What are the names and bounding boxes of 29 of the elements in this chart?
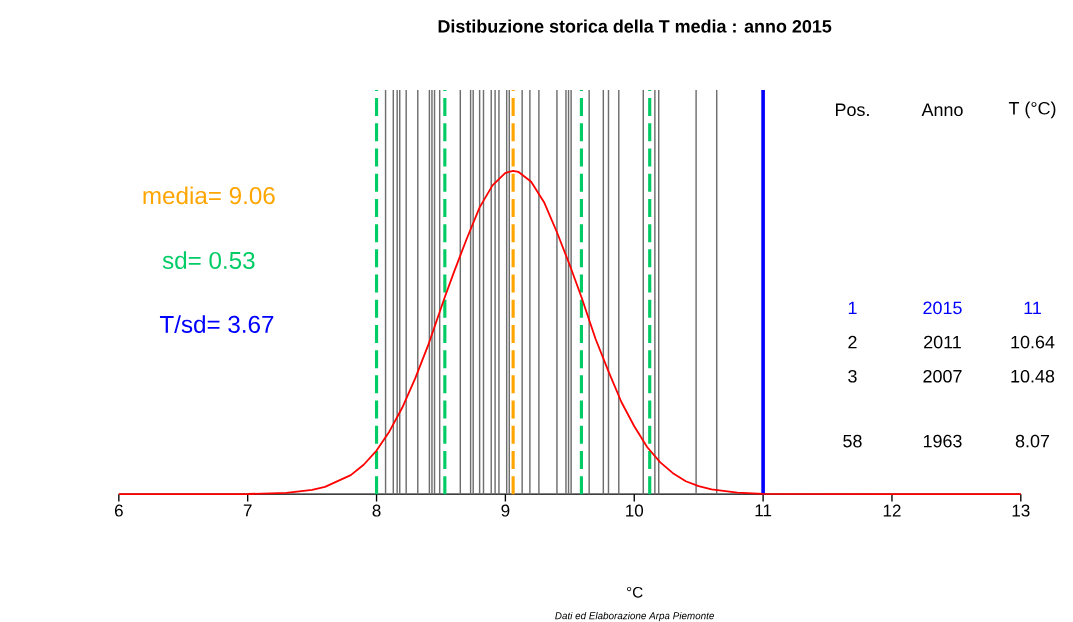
x-tick-label: 6 (114, 504, 123, 517)
x-tick-label: 13 (1012, 504, 1030, 517)
annotation: T/sd= 3.67 (159, 315, 274, 333)
annotation: 2 (848, 335, 857, 349)
text: Pos. (836, 103, 869, 117)
annotation: 1963 (923, 434, 962, 448)
text: Anno (921, 103, 963, 117)
text: T (°C) (1008, 101, 1056, 119)
annotation: 10.48 (1011, 369, 1055, 383)
annotation: 1 (848, 301, 857, 315)
x-tick-label: 11 (755, 504, 772, 517)
annotation: media= 9.06 (143, 186, 275, 205)
annotation: 10.64 (1011, 335, 1055, 349)
annotation: 58 (843, 434, 862, 448)
chart-title: Distibuzione storica della T media : anno 2015 (438, 19, 832, 33)
x-tick-label: 9 (501, 504, 510, 517)
x-tick-label: 12 (883, 504, 901, 517)
annotation: 2015 (923, 301, 962, 315)
annotation: 8.07 (1015, 434, 1050, 448)
x-tick-label: 7 (243, 504, 252, 517)
x-tick-label: 8 (372, 504, 381, 517)
text: 11 (1024, 301, 1041, 315)
text: Dati ed Elaborazione Arpa Piemonte (555, 612, 715, 622)
annotation: sd= 0.53 (162, 251, 255, 270)
x-tick-label: 10 (626, 504, 644, 517)
annotation: 2007 (923, 369, 962, 383)
annotation: 3 (848, 369, 857, 383)
x-axis-title: °C (626, 586, 643, 598)
annotation: 2011 (924, 335, 961, 349)
